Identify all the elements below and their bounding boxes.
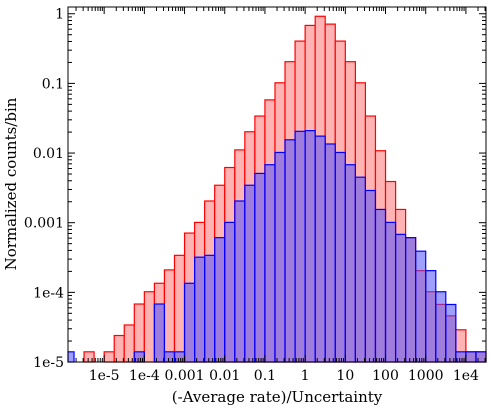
histogram-bar xyxy=(445,303,457,363)
histogram-bar xyxy=(284,139,296,363)
histogram-bar xyxy=(354,176,367,363)
y-axis-title: Normalized counts/bin xyxy=(2,97,20,270)
x-tick-label: 1e-4 xyxy=(129,368,160,384)
x-tick-label: 1e4 xyxy=(453,368,479,384)
x-tick-label: 1e-5 xyxy=(89,368,120,384)
histogram-bar xyxy=(103,351,115,363)
histogram-bar xyxy=(163,351,176,363)
histogram-bar xyxy=(224,221,236,363)
histogram-bar xyxy=(67,351,75,363)
x-tick-label: 100 xyxy=(372,368,399,384)
histogram-bar xyxy=(425,270,437,363)
histogram-bar xyxy=(234,200,246,363)
histogram-bar xyxy=(113,334,125,363)
histogram-bar xyxy=(264,164,276,363)
histogram-bar xyxy=(274,151,286,363)
histogram-bar xyxy=(405,237,417,363)
histogram-bar xyxy=(304,130,316,363)
histogram-bar xyxy=(334,151,346,363)
x-tick-label: 1000 xyxy=(408,368,444,384)
histogram-bar xyxy=(163,269,176,363)
y-tick-label: 1e-4 xyxy=(33,285,64,301)
histogram-bar xyxy=(153,303,166,363)
histogram-bar xyxy=(244,184,256,363)
histogram-bar xyxy=(83,351,95,363)
x-tick-label: 0.1 xyxy=(254,368,276,384)
histogram-bar xyxy=(364,189,377,363)
x-axis-title: (-Average rate)/Uncertainty xyxy=(172,388,383,406)
histogram-bar xyxy=(465,351,477,363)
y-tick-label: 1e-5 xyxy=(33,355,64,371)
histogram-bar xyxy=(475,351,487,363)
histogram-bar xyxy=(204,254,216,363)
histogram-bar xyxy=(324,143,336,363)
histogram-bar xyxy=(394,233,407,363)
x-tick-label: 10 xyxy=(336,368,354,384)
histogram-bar xyxy=(254,172,266,363)
histogram-bar xyxy=(374,208,387,363)
histogram-bar xyxy=(294,130,306,363)
y-tick-label: 0.001 xyxy=(24,216,64,232)
y-tick-label: 0.1 xyxy=(42,76,64,92)
y-tick-label: 1 xyxy=(55,7,64,23)
y-axis-ticks: 1 0.1 0.01 0.001 1e-4 1e-5 xyxy=(24,7,486,371)
y-tick-label: 0.01 xyxy=(33,146,64,162)
histogram-bar xyxy=(143,291,156,363)
histogram-bar xyxy=(344,164,356,363)
histogram-bar xyxy=(194,256,206,363)
blue-series-bars xyxy=(67,130,487,363)
histogram-bar xyxy=(314,135,326,363)
histogram-bar xyxy=(435,291,447,363)
x-axis-ticks: 1e-5 1e-4 0.001 0.01 0.1 1 10 100 1000 1e4 xyxy=(75,7,486,384)
histogram-bar xyxy=(173,254,186,363)
histogram-bar xyxy=(214,237,226,363)
x-tick-label: 0.001 xyxy=(165,368,205,384)
x-tick-label: 0.01 xyxy=(209,368,240,384)
x-tick-label: 1 xyxy=(301,368,310,384)
histogram-bar xyxy=(123,324,135,363)
histogram-bar xyxy=(384,221,397,363)
histogram-bar xyxy=(183,282,196,363)
histogram-bar xyxy=(415,250,427,363)
